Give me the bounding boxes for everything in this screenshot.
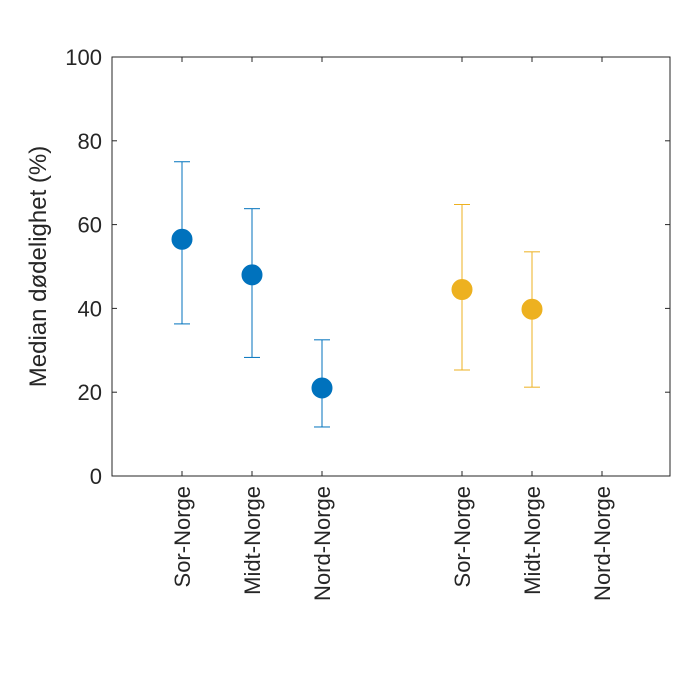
- median-point: [171, 228, 193, 250]
- median-point: [241, 264, 263, 286]
- x-tick-labels: Sor-Norge Midt-Norge Nord-Norge Sor-Norge Mi…: [170, 486, 615, 601]
- axis-ticks: [112, 56, 670, 477]
- y-axis-label: Median dødelighet (%): [25, 146, 52, 387]
- y-tick-label: 0: [90, 464, 102, 489]
- x-tick-label: Midt-Norge: [520, 486, 545, 595]
- x-tick-label: Sor-Norge: [170, 486, 195, 587]
- y-tick-label: 40: [78, 296, 102, 321]
- y-tick-label: 60: [78, 213, 102, 238]
- data-markers: [171, 228, 543, 399]
- plot-area: [111, 56, 671, 477]
- median-point: [311, 377, 333, 399]
- x-tick-label: Nord-Norge: [590, 486, 615, 601]
- x-tick-label: Midt-Norge: [240, 486, 265, 595]
- median-point: [521, 298, 543, 320]
- x-tick-label: Sor-Norge: [450, 486, 475, 587]
- y-tick-label: 80: [78, 129, 102, 154]
- x-tick-label: Nord-Norge: [310, 486, 335, 601]
- y-tick-label: 100: [65, 45, 102, 70]
- y-tick-labels: 0 20 40 60 80 100: [65, 45, 102, 489]
- y-tick-label: 20: [78, 380, 102, 405]
- median-point: [451, 279, 473, 301]
